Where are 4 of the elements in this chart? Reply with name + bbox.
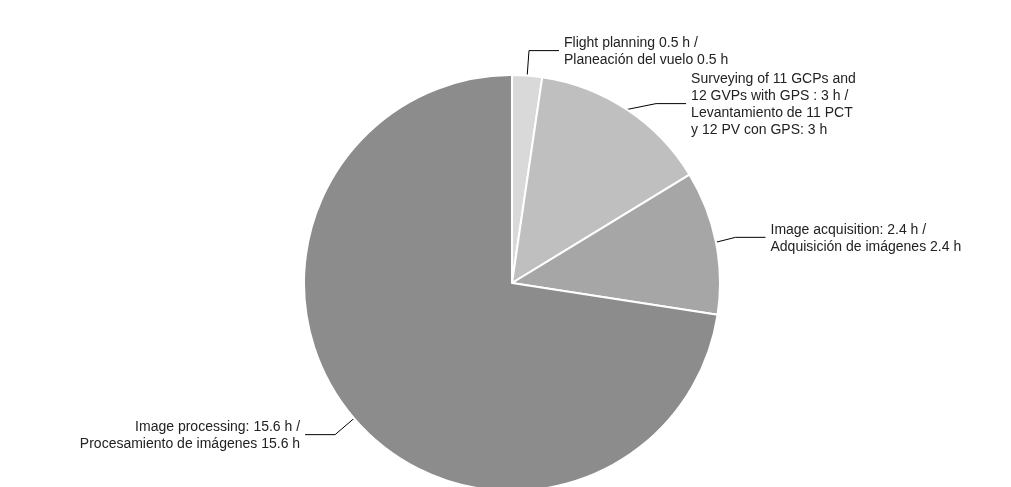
- slice-label: Surveying of 11 GCPs and 12 GVPs with GPS : 3 h / Levantamiento de 11 PCT y 12 PV con GPS: 3 h: [691, 70, 856, 138]
- slice-label: Image acquisition: 2.4 h / Adquisición de imágenes 2.4 h: [770, 220, 962, 254]
- slice-label: Flight planning 0.5 h / Planeación del vuelo 0.5 h: [564, 34, 729, 68]
- slice-label: Image processing: 15.6 h / Procesamiento de imágenes 15.6 h: [79, 418, 301, 452]
